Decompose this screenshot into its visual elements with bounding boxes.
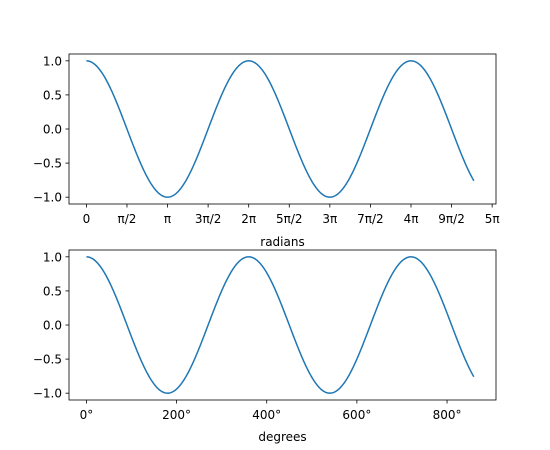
- radians-xtick-label-2: π: [164, 212, 171, 226]
- degrees-xtick-label-3: 600°: [342, 408, 371, 422]
- radians-ytick-label-0: −1.0: [33, 191, 62, 205]
- degrees-ytick-label-3: 0.5: [43, 284, 62, 298]
- degrees-plot-area: [86, 256, 475, 394]
- degrees-subplot: degrees 0° 200° 400° 600° 800° −1.0 −0.5 0.0 0.5…: [33, 249, 497, 444]
- radians-ytick-label-1: −0.5: [33, 157, 62, 171]
- radians-plot-area: [86, 60, 475, 198]
- degrees-xtick-label-1: 200°: [162, 408, 191, 422]
- radians-xtick-label-10: 5π: [485, 212, 500, 226]
- degrees-ytick-label-1: −0.5: [33, 353, 62, 367]
- degrees-ytick-label-0: −1.0: [33, 387, 62, 401]
- degrees-xtick-label-0: 0°: [80, 408, 94, 422]
- degrees-xtick-label-4: 800°: [433, 408, 462, 422]
- radians-xtick-label-9: 9π/2: [438, 212, 465, 226]
- degrees-ytick-label-2: 0.0: [43, 319, 62, 333]
- radians-xtick-label-3: 3π/2: [195, 212, 222, 226]
- radians-xtick-label-1: π/2: [118, 212, 137, 226]
- radians-xlabel: radians: [260, 235, 304, 249]
- degrees-series-line-0: [86, 256, 475, 394]
- degrees-xlabel: degrees: [258, 430, 306, 444]
- degrees-ytick-label-4: 1.0: [43, 250, 62, 264]
- radians-subplot: radians 0 π/2 π 3π/2 2π 5π/2 3π 7π/2 4π 9π/2 5π −1.…: [33, 53, 500, 249]
- radians-xtick-label-8: 4π: [404, 212, 419, 226]
- radians-xtick-label-5: 5π/2: [276, 212, 303, 226]
- radians-xtick-label-6: 3π: [322, 212, 337, 226]
- radians-xtick-label-4: 2π: [241, 212, 256, 226]
- radians-ytick-label-4: 1.0: [43, 54, 62, 68]
- degrees-xtick-label-2: 400°: [252, 408, 281, 422]
- radians-ytick-label-2: 0.0: [43, 123, 62, 137]
- radians-ytick-label-3: 0.5: [43, 88, 62, 102]
- radians-xtick-label-0: 0: [83, 212, 91, 226]
- radians-xtick-label-7: 7π/2: [357, 212, 384, 226]
- radians-series-line-0: [86, 60, 475, 198]
